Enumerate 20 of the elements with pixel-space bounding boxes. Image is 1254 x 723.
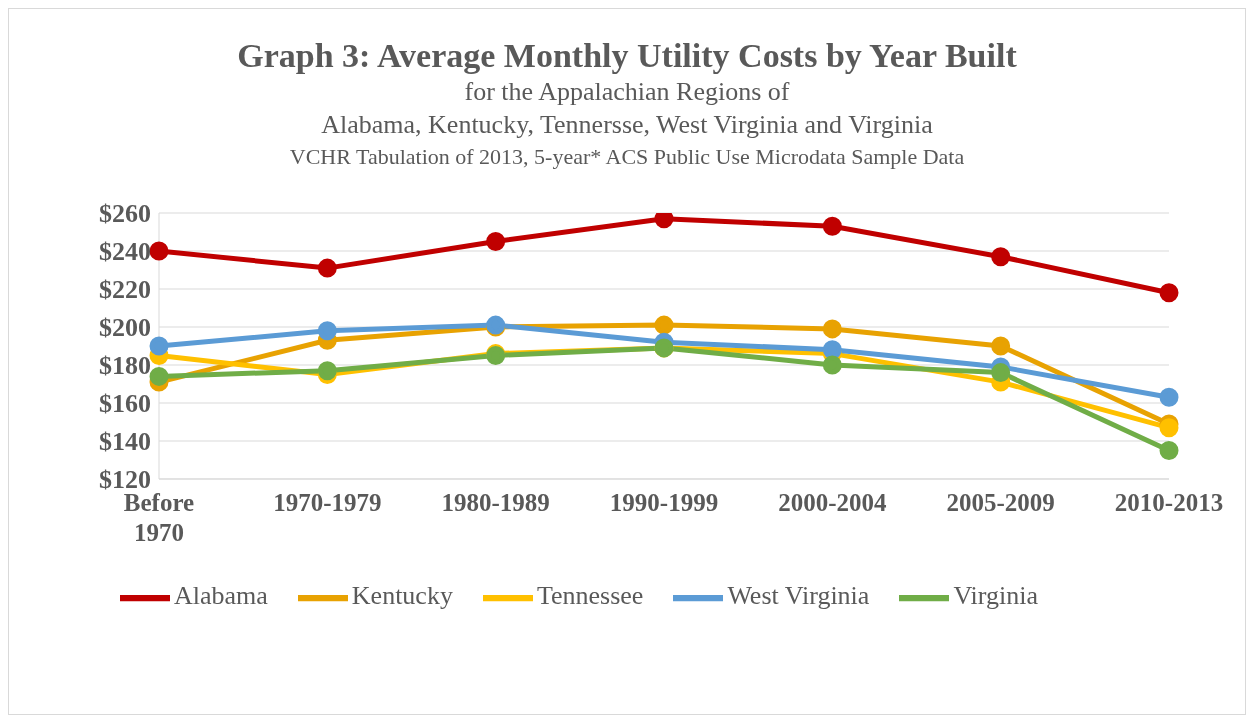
x-tick-label: 1990-1999 <box>609 489 719 516</box>
x-tick-label: 2005-2009 <box>946 489 1055 516</box>
x-tick-label: 2000-2004 <box>778 489 887 516</box>
legend-label: Alabama <box>173 580 268 610</box>
y-tick-label: $200 <box>99 313 151 343</box>
legend-label: Tennessee <box>536 580 644 610</box>
x-tick-label: 2010-2013 <box>1114 489 1224 516</box>
chart-title: Graph 3: Average Monthly Utility Costs by Year Built <box>236 37 1018 75</box>
y-tick-label: $240 <box>99 237 151 267</box>
y-tick-label: $220 <box>99 275 151 305</box>
y-tick-label: $160 <box>99 389 151 419</box>
legend-label: Kentucky <box>351 580 453 610</box>
chart-subtitle: for the Appalachian Regions of Alabama, Kentucky, Tennersse, West Virginia and Virginia VCHR Tabulation of 2013, 5-year* ACS Public Use Microdata Sample Data <box>288 76 966 171</box>
legend-label: Virginia <box>953 580 1038 610</box>
legend-label: West Virginia <box>727 580 870 610</box>
y-tick-label: $260 <box>99 199 151 229</box>
x-tick-label: 1970-1979 <box>273 489 382 516</box>
x-tick-label: 1980-1989 <box>441 489 550 516</box>
y-tick-label: $180 <box>99 351 151 381</box>
y-tick-label: $140 <box>99 427 151 457</box>
